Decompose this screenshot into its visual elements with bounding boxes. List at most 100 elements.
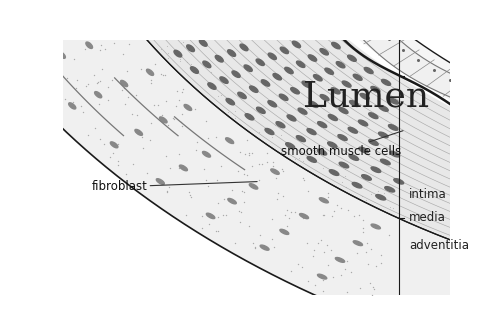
Text: Lumen: Lumen [303,79,429,113]
Polygon shape [410,62,447,86]
Ellipse shape [200,40,207,46]
Polygon shape [445,80,482,103]
Ellipse shape [273,74,281,80]
Polygon shape [366,30,402,55]
Ellipse shape [220,77,228,83]
Ellipse shape [280,47,288,54]
Ellipse shape [146,69,154,75]
Polygon shape [82,0,500,275]
Ellipse shape [350,101,358,107]
Ellipse shape [348,127,358,133]
Ellipse shape [342,81,351,87]
Polygon shape [329,0,366,18]
Ellipse shape [320,198,328,203]
Ellipse shape [353,241,362,246]
Ellipse shape [362,175,372,180]
Text: fibroblast: fibroblast [92,180,257,193]
Ellipse shape [298,108,307,114]
Ellipse shape [358,120,368,126]
Ellipse shape [286,143,295,149]
Ellipse shape [250,184,258,189]
Text: elastica interna: elastica interna [0,331,1,332]
Ellipse shape [318,274,326,279]
Ellipse shape [320,95,329,101]
Ellipse shape [336,258,344,262]
Ellipse shape [368,140,378,145]
Ellipse shape [296,61,305,67]
Ellipse shape [280,229,289,234]
Ellipse shape [271,169,279,174]
Ellipse shape [174,50,182,57]
Ellipse shape [338,135,347,140]
Ellipse shape [332,42,340,49]
Ellipse shape [385,187,394,192]
Ellipse shape [135,129,142,135]
Ellipse shape [296,136,306,142]
Ellipse shape [290,88,300,94]
Ellipse shape [380,159,390,165]
Text: smooth muscle cells: smooth muscle cells [282,131,403,158]
Ellipse shape [268,53,276,59]
Ellipse shape [262,80,270,86]
Ellipse shape [300,213,308,219]
Ellipse shape [226,99,234,105]
Ellipse shape [308,55,316,61]
Ellipse shape [368,113,378,119]
Ellipse shape [110,142,118,148]
Ellipse shape [287,115,296,121]
Ellipse shape [349,155,358,160]
Ellipse shape [320,48,328,55]
Ellipse shape [309,101,318,108]
Ellipse shape [86,42,92,48]
Text: intima: intima [410,188,447,201]
Ellipse shape [260,245,269,250]
Ellipse shape [240,44,248,51]
Ellipse shape [371,86,380,92]
Text: adventitia: adventitia [410,239,470,252]
Ellipse shape [292,41,300,48]
Ellipse shape [328,142,337,148]
Ellipse shape [203,61,211,68]
Ellipse shape [307,128,316,134]
Ellipse shape [339,162,348,168]
Ellipse shape [371,224,380,229]
Ellipse shape [339,108,348,114]
Polygon shape [379,42,415,66]
Ellipse shape [285,67,293,74]
Ellipse shape [215,55,223,62]
Ellipse shape [265,128,274,134]
Ellipse shape [388,124,398,130]
Ellipse shape [302,81,310,87]
Ellipse shape [330,170,339,175]
Polygon shape [482,95,500,120]
Ellipse shape [238,92,246,99]
Ellipse shape [276,122,285,128]
Ellipse shape [256,107,265,114]
Ellipse shape [364,67,373,74]
Ellipse shape [68,103,76,109]
Ellipse shape [359,147,368,153]
Ellipse shape [232,71,240,77]
Ellipse shape [226,138,234,143]
Polygon shape [246,0,500,169]
Ellipse shape [336,62,345,68]
Ellipse shape [58,52,66,58]
Ellipse shape [371,167,381,173]
Polygon shape [342,6,377,30]
Polygon shape [464,88,500,111]
Ellipse shape [120,80,128,87]
Ellipse shape [378,132,388,138]
Ellipse shape [208,83,216,89]
Ellipse shape [376,195,386,200]
Ellipse shape [280,94,288,100]
Polygon shape [316,0,354,6]
Ellipse shape [318,149,326,155]
Ellipse shape [314,75,322,81]
Ellipse shape [94,92,102,98]
Ellipse shape [244,65,252,71]
Ellipse shape [268,101,276,107]
Ellipse shape [190,67,198,73]
Ellipse shape [328,115,338,121]
Ellipse shape [325,68,334,74]
Ellipse shape [256,59,264,65]
